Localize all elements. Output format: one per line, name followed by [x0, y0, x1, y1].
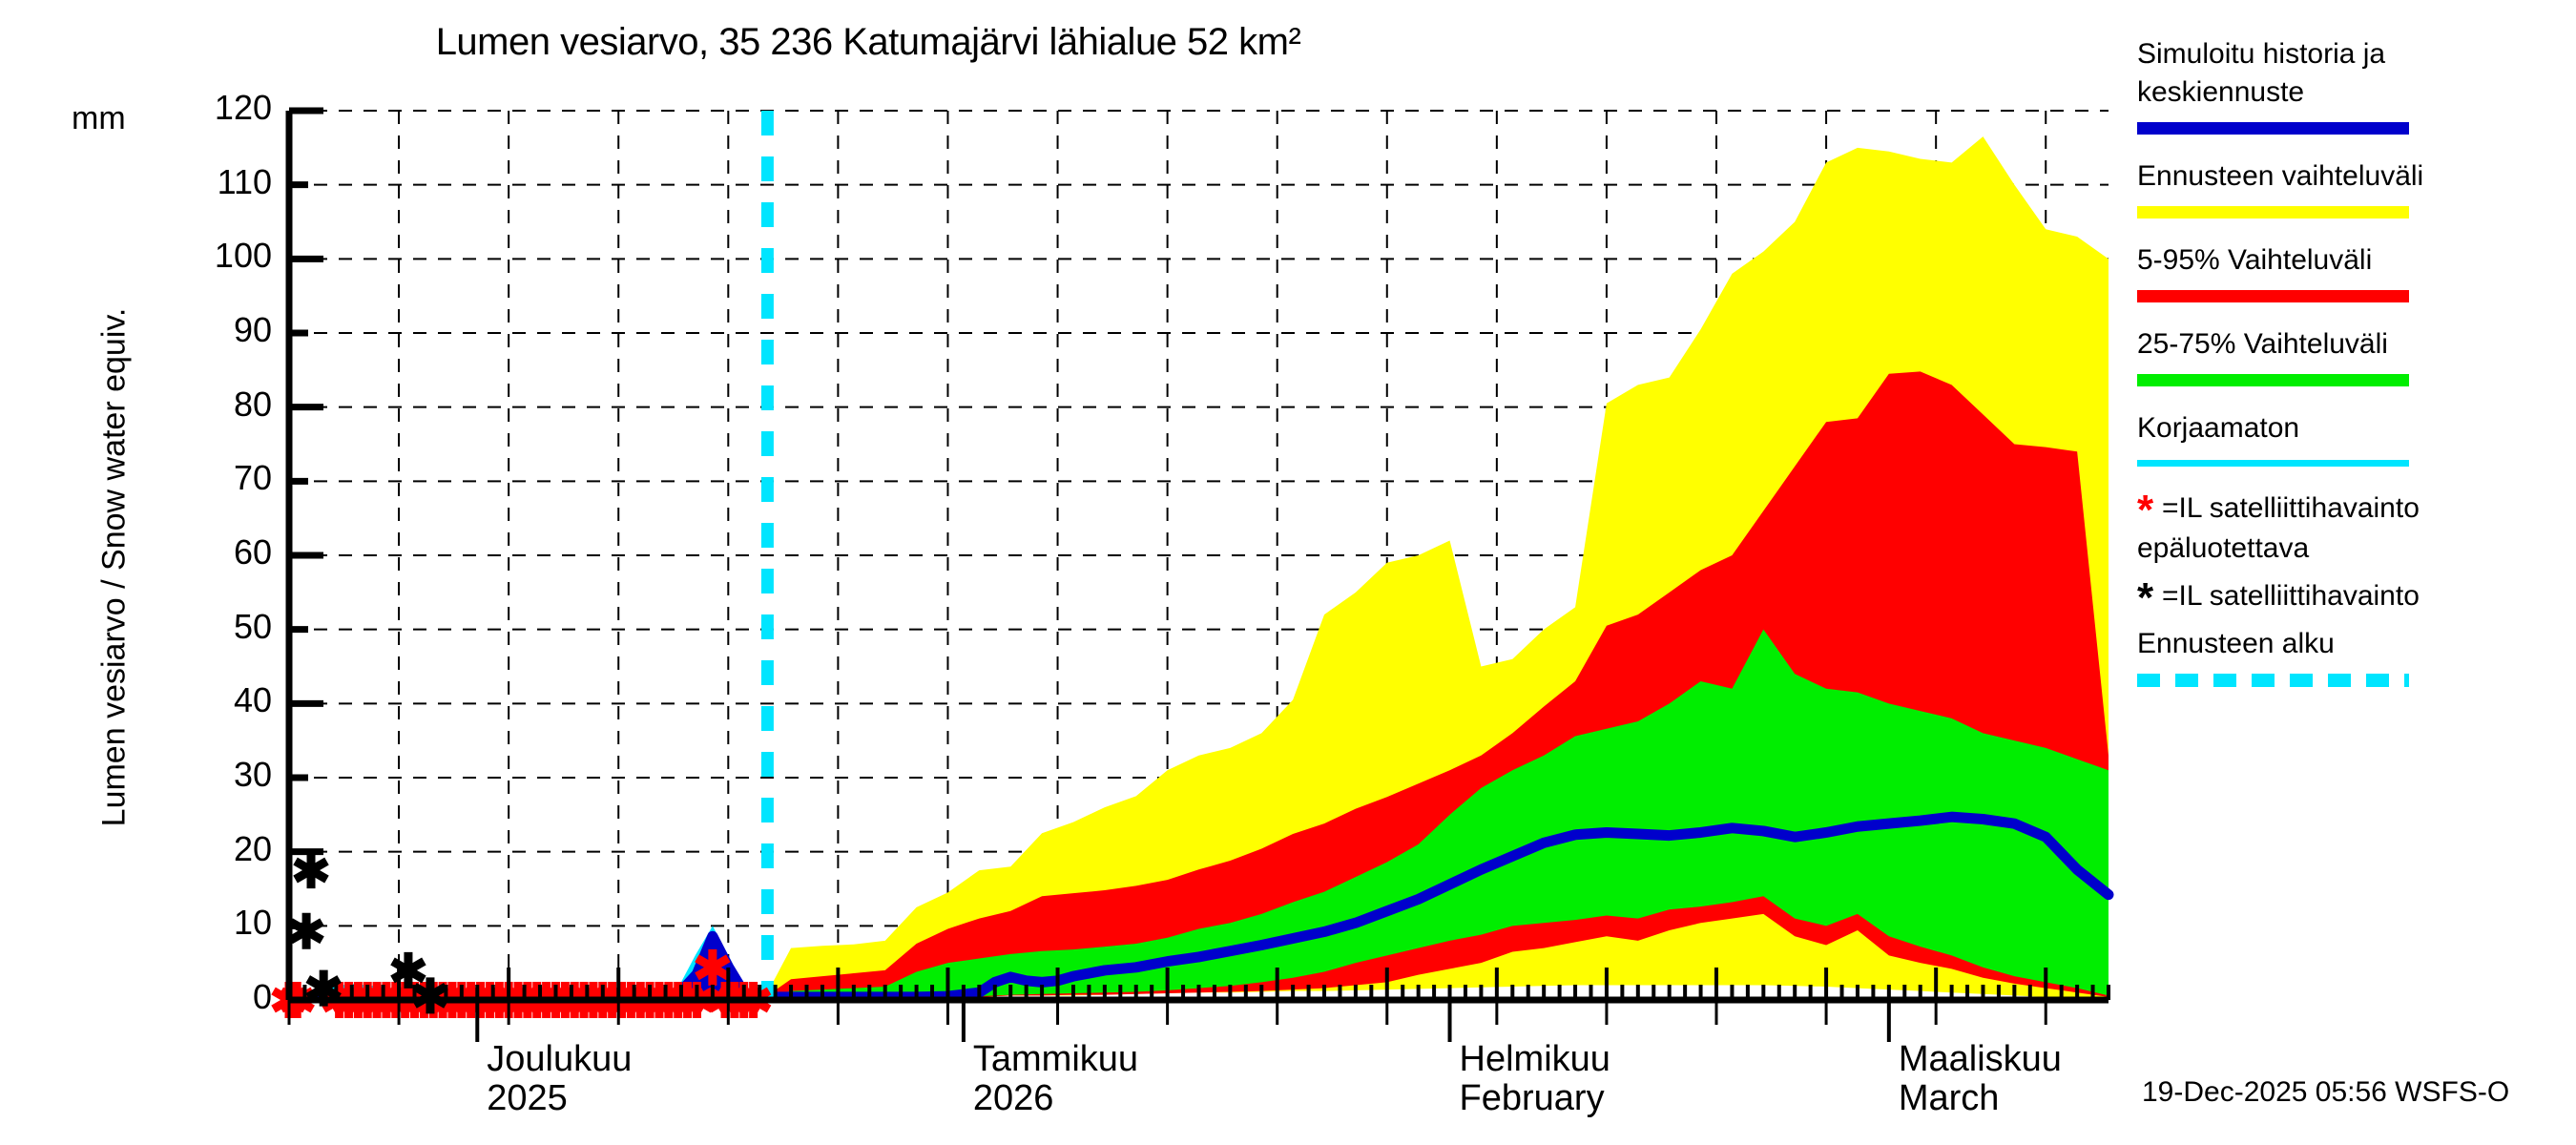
legend-swatch: [2137, 290, 2409, 302]
y-axis-tick-label: 0: [252, 977, 272, 1016]
legend-label: =IL satelliittihavainto: [2162, 580, 2420, 612]
legend-label: 25-75% Vaihteluväli: [2137, 328, 2388, 360]
y-axis-tick-label: 20: [233, 828, 272, 868]
legend-swatch: [2137, 206, 2409, 219]
legend-swatch: [2137, 674, 2409, 687]
x-axis-month-label: Helmikuu February: [1459, 1039, 1610, 1119]
legend-swatch: [2137, 122, 2409, 135]
forecast-band: [767, 629, 2109, 997]
x-axis-month-label-secondary: February: [1459, 1078, 1605, 1119]
legend-marker-asterisk-icon: *: [2137, 487, 2154, 533]
x-axis-month-label-fi: Joulukuu: [487, 1039, 633, 1079]
x-axis-month-label-secondary: 2025: [487, 1078, 568, 1119]
x-axis-month-label-fi: Maaliskuu: [1898, 1039, 2062, 1079]
x-axis-month-label-fi: Tammikuu: [972, 1039, 1139, 1079]
legend-label-continuation: keskiennuste: [2137, 76, 2305, 108]
x-axis-month-label: Tammikuu 2026: [972, 1039, 1139, 1119]
legend-marker-asterisk-icon: *: [2137, 574, 2154, 621]
legend-label: Ennusteen vaihteluväli: [2137, 160, 2424, 192]
y-axis-tick-label: 50: [233, 606, 272, 646]
legend-swatch: [2137, 460, 2409, 467]
legend-label: Simuloitu historia ja: [2137, 38, 2386, 70]
y-axis-tick-label: 30: [233, 755, 272, 794]
legend-label: 5-95% Vaihteluväli: [2137, 244, 2373, 276]
y-axis-tick-label: 90: [233, 310, 272, 349]
satellite-observation-unreliable: [695, 948, 731, 986]
legend-swatch: [2137, 374, 2409, 386]
legend-label: Korjaamaton: [2137, 412, 2300, 444]
y-axis-tick-label: 110: [217, 161, 272, 201]
x-axis-month-label: Joulukuu 2025: [487, 1039, 633, 1119]
satellite-observation-reliable: [293, 852, 329, 889]
page-title: Lumen vesiarvo, 35 236 Katumajärvi lähia…: [435, 21, 1301, 63]
y-axis-tick-label: 100: [214, 236, 272, 276]
legend-label: Ennusteen alku: [2137, 628, 2335, 659]
timestamp-footer: 19-Dec-2025 05:56 WSFS-O: [2142, 1076, 2510, 1108]
y-axis-tick-label: 40: [233, 680, 272, 720]
y-axis-tick-label: 60: [233, 532, 272, 572]
x-axis-month-label-secondary: 2026: [972, 1078, 1054, 1119]
y-axis-tick-label: 10: [233, 903, 272, 943]
y-axis-tick-label: 80: [233, 384, 272, 424]
x-axis-month-label: Maaliskuu March: [1898, 1039, 2062, 1119]
y-axis-unit: mm: [72, 100, 126, 136]
x-axis-month-label-secondary: March: [1898, 1078, 2000, 1119]
legend-label-continuation: epäluotettava: [2137, 532, 2310, 564]
x-axis-month-label-fi: Helmikuu: [1459, 1039, 1610, 1079]
y-axis-tick-label: 70: [233, 458, 272, 498]
y-axis-tick-label: 120: [214, 88, 272, 127]
legend-label: =IL satelliittihavainto: [2162, 492, 2420, 524]
